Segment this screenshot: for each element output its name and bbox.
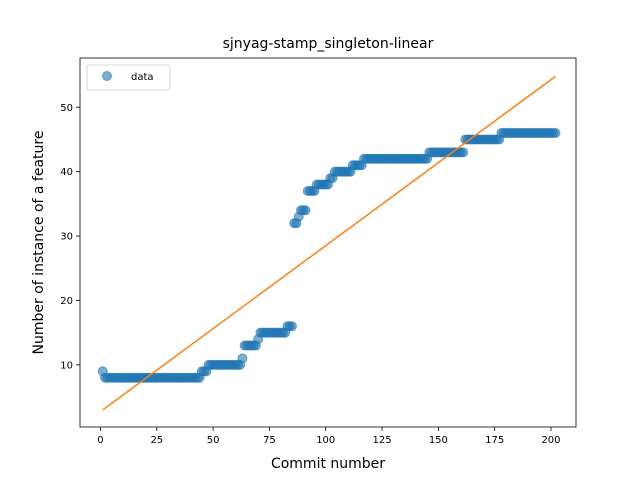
legend-box xyxy=(86,64,171,91)
legend-label-data: data xyxy=(131,72,154,83)
plot-area xyxy=(97,75,561,411)
y-axis-label: Number of instance of a feature xyxy=(31,131,47,355)
y-tick-label: 40 xyxy=(60,167,73,178)
x-tick-label: 100 xyxy=(316,435,335,446)
x-axis: 0 25 50 75 100 125 150 175 200 xyxy=(97,427,561,446)
data-points xyxy=(97,128,561,383)
x-tick-label: 200 xyxy=(541,435,560,446)
y-tick-label: 10 xyxy=(60,360,73,371)
x-tick-label: 25 xyxy=(150,435,163,446)
x-tick-label: 50 xyxy=(207,435,220,446)
y-tick-label: 20 xyxy=(60,296,73,307)
data-point xyxy=(237,353,248,364)
data-point xyxy=(458,147,469,158)
data-point xyxy=(550,128,561,139)
x-axis-label: Commit number xyxy=(271,456,385,472)
plot-frame xyxy=(79,57,577,428)
x-tick-label: 125 xyxy=(373,435,392,446)
y-tick-label: 30 xyxy=(60,232,73,243)
x-tick-label: 175 xyxy=(485,435,504,446)
y-tick-label: 50 xyxy=(60,103,73,114)
x-tick-label: 75 xyxy=(263,435,276,446)
x-tick-label: 0 xyxy=(97,435,103,446)
legend-marker-data xyxy=(102,71,112,81)
chart-title: sjnyag-stamp_singleton-linear xyxy=(223,36,434,52)
fit-line-group xyxy=(102,75,556,411)
legend: data xyxy=(86,64,171,91)
data-point xyxy=(286,321,297,332)
data-point xyxy=(300,205,311,216)
fit-line xyxy=(102,75,556,411)
y-axis: 10 20 30 40 50 xyxy=(60,103,80,371)
x-tick-label: 150 xyxy=(429,435,448,446)
